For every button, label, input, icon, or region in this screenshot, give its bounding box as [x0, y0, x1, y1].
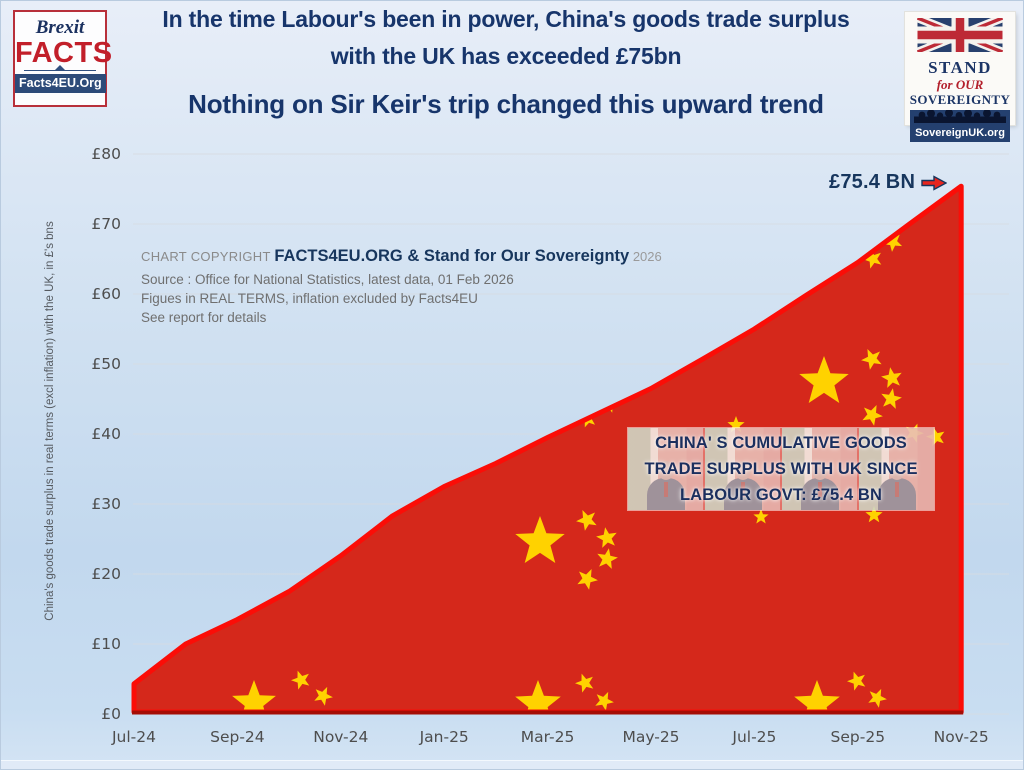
flag-star-icon [232, 680, 276, 712]
flag-star-icon [727, 416, 745, 433]
flag-star-icon [881, 367, 902, 388]
person-silhouette [877, 478, 916, 510]
y-tick-label: £80 [91, 145, 121, 163]
y-tick-label: £40 [91, 425, 121, 443]
union-jack-icon [915, 14, 1005, 56]
area-outline [131, 183, 964, 715]
flag-star-icon [575, 673, 594, 693]
flag-star-icon [861, 349, 882, 370]
x-tick-label: Jul-24 [111, 728, 156, 746]
real-terms-note: Figues in REAL TERMS, inflation excluded… [141, 291, 478, 306]
copyright-year: 2026 [629, 249, 662, 264]
right-arrow-icon [921, 174, 948, 191]
x-tick-label: Sep-24 [210, 728, 265, 746]
area-series [134, 186, 962, 712]
crowd-silhouette-icon [914, 109, 1006, 123]
header-titles: In the time Labour's been in power, Chin… [106, 1, 906, 119]
x-tick-label: Jul-25 [731, 728, 776, 746]
headline-line2: with the UK has exceeded £75bn [330, 43, 682, 69]
headline-line1: In the time Labour's been in power, Chin… [162, 6, 850, 32]
flag-star-icon [596, 527, 617, 548]
flag-star-icon [291, 670, 310, 690]
flag-star-icon [576, 510, 597, 531]
window-bottom-strip [1, 760, 1023, 769]
x-tick-label: Sep-25 [831, 728, 886, 746]
china-flag-stars [232, 233, 945, 712]
person-silhouette [723, 478, 762, 510]
flag-star-icon [753, 509, 769, 524]
x-tick-label: Mar-25 [521, 728, 575, 746]
person-silhouette [800, 478, 839, 510]
badge-stand-text: STAND [928, 58, 992, 77]
y-tick-label: £0 [101, 705, 121, 723]
flag-star-icon [868, 688, 887, 708]
source-line: Source : Office for National Statistics,… [141, 272, 514, 287]
flag-star-icon [595, 691, 614, 711]
annotation-photo-strip [628, 428, 934, 510]
flag-star-icon [597, 548, 618, 569]
callout-line1: CHINA' S CUMULATIVE GOODS [655, 434, 907, 452]
badge-url-text: SovereignUK.org [915, 127, 1005, 139]
flag-star-icon [862, 405, 883, 426]
logo-site-box: Facts4EU.Org [15, 74, 106, 93]
y-tick-label: £50 [91, 355, 121, 373]
copyright-prefix: CHART COPYRIGHT [141, 249, 275, 264]
x-tick-label: Nov-25 [934, 728, 989, 746]
badge-forour-text: for OUR [936, 77, 984, 92]
sovereignty-badge[interactable]: STAND for OUR SOVEREIGNTY SovereignUK.or… [905, 12, 1015, 142]
flag-star-icon [577, 569, 598, 590]
cumulative-surplus-callout: CHINA' S CUMULATIVE GOODS TRADE SURPLUS … [628, 428, 934, 510]
badge-url-box: SovereignUK.org [910, 109, 1010, 142]
peak-value-annotation: £75.4 BN [829, 171, 948, 194]
photo-panel [705, 428, 780, 510]
flag-star-icon [926, 427, 945, 447]
flag-star-icon [883, 233, 903, 252]
headline-subtitle: Nothing on Sir Keir's trip changed this … [188, 89, 824, 119]
y-tick-label: £60 [91, 285, 121, 303]
flag-star-icon [314, 686, 333, 706]
x-tick-label: May-25 [622, 728, 679, 746]
logo-facts-text: FACTS [15, 37, 113, 69]
y-tick-label: £70 [91, 215, 121, 233]
photo-panel [859, 428, 934, 510]
callout-line2: TRADE SURPLUS WITH UK SINCE [644, 460, 918, 478]
x-tick-label: Jan-25 [419, 728, 469, 746]
copyright-line: CHART COPYRIGHT FACTS4EU.ORG & Stand for… [141, 247, 662, 266]
y-tick-label: £10 [91, 635, 121, 653]
logo-brexit-text: Brexit [35, 17, 85, 38]
flag-star-icon [515, 680, 561, 712]
flag-star-icon [799, 356, 849, 403]
flag-star-icon [794, 680, 840, 712]
copyright-owner: FACTS4EU.ORG & Stand for Our Sovereignty [274, 247, 630, 265]
callout-text: CHINA' S CUMULATIVE GOODS TRADE SURPLUS … [628, 428, 934, 510]
flag-star-icon [865, 506, 883, 523]
brexit-facts-logo[interactable]: Brexit FACTS Facts4EU.Org [13, 10, 113, 107]
flag-star-icon [847, 671, 866, 691]
photo-wash-overlay [628, 428, 934, 510]
flag-star-icon [881, 388, 902, 409]
badge-sovereignty-text: SOVEREIGNTY [909, 92, 1011, 107]
y-tick-label: £20 [91, 565, 121, 583]
photo-panel [628, 428, 703, 510]
y-tick-label: £30 [91, 495, 121, 513]
chart-copyright-block: CHART COPYRIGHT FACTS4EU.ORG & Stand for… [141, 247, 662, 327]
logo-divider [24, 70, 96, 71]
photo-panel [782, 428, 857, 510]
flag-star-icon [863, 249, 882, 269]
person-silhouette [646, 478, 685, 510]
callout-line3: LABOUR GOVT: £75.4 BN [680, 486, 882, 504]
x-tick-label: Nov-24 [313, 728, 368, 746]
see-report-note: See report for details [141, 310, 267, 325]
flag-star-icon [515, 516, 565, 563]
y-axis-title: China's goods trade surplus in real term… [44, 221, 56, 621]
peak-value-text: £75.4 BN [829, 171, 916, 193]
